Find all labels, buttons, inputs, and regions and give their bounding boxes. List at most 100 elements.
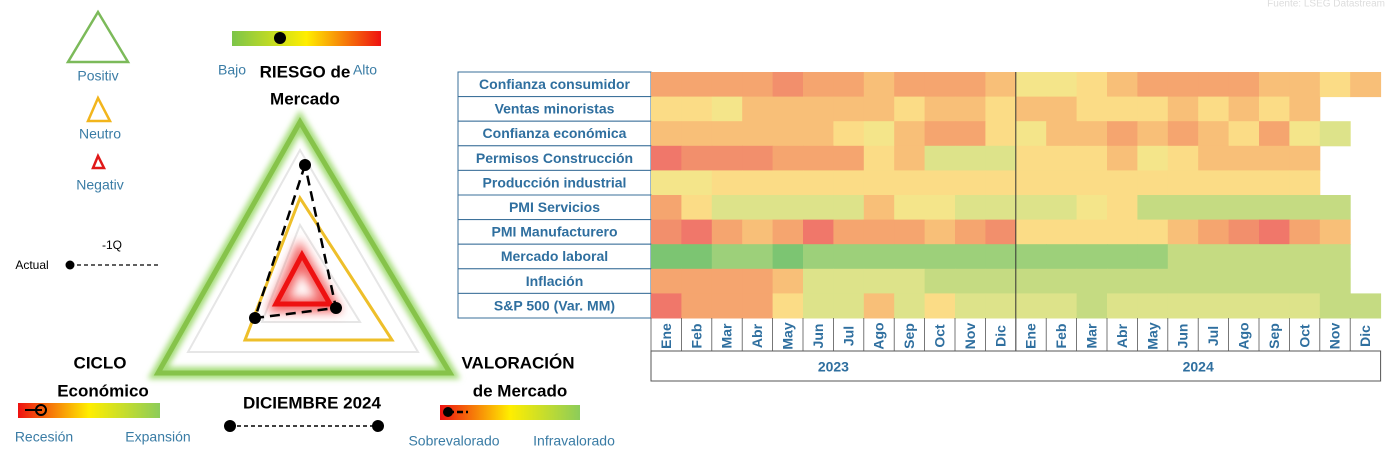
heat-cell	[1167, 293, 1199, 319]
heat-cell	[1198, 121, 1230, 147]
heat-cell	[894, 195, 926, 221]
heat-cell	[1046, 268, 1078, 294]
heat-cell	[1319, 268, 1351, 294]
heat-cell	[681, 195, 713, 221]
heat-cell	[651, 121, 682, 147]
heat-cell	[772, 219, 804, 245]
heat-cell	[711, 219, 743, 245]
heat-cell	[1076, 195, 1108, 221]
heat-cell	[985, 145, 1017, 171]
heat-cell	[1107, 268, 1138, 294]
heat-cell	[924, 170, 956, 196]
heat-cell	[985, 72, 1017, 98]
heat-cell	[955, 244, 986, 270]
heat-cell	[1076, 121, 1108, 147]
heat-cell	[833, 244, 865, 270]
heat-cell	[1289, 244, 1321, 270]
heat-cell	[1289, 72, 1321, 98]
heat-cell	[1107, 293, 1138, 319]
heat-cell	[1228, 219, 1260, 245]
heat-cell	[985, 244, 1017, 270]
heat-cell	[985, 268, 1017, 294]
heat-cell	[1107, 219, 1138, 245]
heat-cell	[681, 145, 713, 171]
row-label-box	[457, 243, 652, 270]
heat-cell	[1319, 195, 1351, 221]
heat-cell	[1167, 96, 1199, 122]
heat-cell	[1137, 96, 1169, 122]
heat-cell	[1228, 72, 1260, 98]
heat-cell	[955, 72, 986, 98]
heat-cell	[681, 170, 713, 196]
risk-title: RIESGO de	[260, 62, 351, 81]
heat-cell	[1259, 96, 1290, 122]
cycle-high: Expansión	[125, 429, 190, 445]
heat-cell	[742, 293, 774, 319]
heat-cell	[742, 145, 774, 171]
heat-cell	[711, 293, 743, 319]
cycle-low: Recesión	[15, 429, 73, 445]
heat-cell	[833, 268, 865, 294]
date-dot	[372, 420, 384, 432]
heat-cell	[772, 268, 804, 294]
heat-cell	[742, 72, 774, 98]
month-label: Abr	[749, 323, 765, 348]
month-label: Abr	[1114, 323, 1130, 348]
heat-cell	[1198, 72, 1230, 98]
valuation-gauge	[440, 405, 580, 420]
heat-cell	[1107, 195, 1138, 221]
heat-cell	[742, 195, 774, 221]
heat-cell	[924, 195, 956, 221]
heat-cell	[1228, 96, 1260, 122]
heat-cell	[863, 219, 895, 245]
month-label: Jul	[840, 326, 856, 346]
heat-cell	[894, 145, 926, 171]
heat-cell	[1198, 170, 1230, 196]
heat-cell	[651, 195, 682, 221]
point	[330, 302, 342, 314]
heat-cell	[1015, 293, 1047, 319]
row-label-box	[457, 120, 652, 147]
heat-cell	[1167, 219, 1199, 245]
row-label: Permisos Construcción	[476, 150, 633, 166]
heat-cell	[1137, 219, 1169, 245]
month-label: Nov	[962, 323, 978, 350]
heat-cell	[651, 268, 682, 294]
heat-cell	[803, 219, 834, 245]
row-label: Mercado laboral	[501, 248, 608, 264]
heat-cell	[985, 121, 1017, 147]
heat-cell	[833, 170, 865, 196]
heat-cell	[1046, 170, 1078, 196]
legend-neutral-icon	[86, 95, 113, 123]
heat-cell	[1137, 72, 1169, 98]
heat-cell	[1167, 244, 1199, 270]
legend-neutral: Neutro	[79, 126, 121, 142]
heat-cell	[1015, 121, 1047, 147]
heat-cell	[742, 244, 774, 270]
row-label: Ventas minoristas	[495, 101, 615, 117]
month-label: Jun	[1175, 324, 1191, 349]
heat-cell	[1198, 96, 1230, 122]
heat-cell	[1076, 268, 1108, 294]
middle-triangle	[242, 194, 395, 342]
heat-cell	[1137, 293, 1169, 319]
cycle-dot	[35, 404, 47, 416]
heat-cell	[803, 121, 834, 147]
heat-cell	[1046, 145, 1078, 171]
row-label-box	[457, 169, 652, 196]
valuation-title: VALORACIÓN	[461, 353, 574, 372]
heat-cell	[1107, 244, 1138, 270]
heat-cell	[924, 72, 956, 98]
heat-cell	[1319, 121, 1351, 147]
month-label: Dic	[1357, 325, 1373, 347]
heat-cell	[1259, 195, 1290, 221]
heat-cell	[772, 244, 804, 270]
legend-positive: Positiv	[77, 68, 118, 84]
row-label-box	[457, 292, 652, 319]
heat-cell	[711, 244, 743, 270]
cycle-gauge	[18, 403, 160, 418]
heat-cell	[1107, 96, 1138, 122]
heat-cell	[1259, 219, 1290, 245]
heat-cell	[1076, 96, 1108, 122]
month-label: Sep	[1266, 323, 1282, 349]
